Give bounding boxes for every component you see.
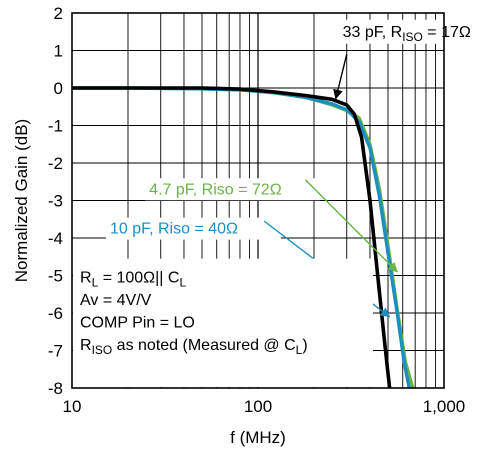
y-tick-label: -4: [48, 229, 63, 248]
conditions-background: [73, 258, 373, 387]
y-tick-label: 1: [54, 42, 63, 61]
annotations: 33 pF, RISO = 17Ω 4.7 pF, Riso = 72Ω 10 pF…: [105, 19, 481, 318]
x-tick-label: 100: [244, 397, 272, 416]
x-tick-label: 10: [63, 397, 82, 416]
series-line: [72, 86, 392, 389]
condition-line: RL = 100Ω|| CL: [80, 270, 186, 290]
y-tick-label: -1: [48, 117, 63, 136]
y-tick-label: -2: [48, 154, 63, 173]
y-tick-label: 2: [54, 4, 63, 23]
series-annotation: 10 pF, Riso = 40Ω: [110, 221, 238, 238]
condition-line: Av = 4V/V: [80, 292, 152, 309]
series-annotation: 33 pF, RISO = 17Ω: [343, 24, 471, 44]
y-tick-label: 0: [54, 79, 63, 98]
y-tick-label: -8: [48, 379, 63, 398]
annotation-arrow: [333, 54, 348, 100]
conditions-box: RL = 100Ω|| CL Av = 4V/V COMP Pin = LO RISO…: [73, 258, 373, 387]
y-tick-label: -6: [48, 304, 63, 323]
x-axis-label: f (MHz): [230, 428, 286, 447]
label-background: [145, 178, 321, 201]
y-axis-label: Normalized Gain (dB): [12, 119, 31, 282]
y-tick-label: -5: [48, 267, 63, 286]
condition-line: RISO as noted (Measured @ CL): [80, 337, 308, 357]
plot-frame: [71, 12, 445, 389]
series-annotation: 4.7 pF, Riso = 72Ω: [149, 181, 282, 198]
condition-line: COMP Pin = LO: [80, 315, 195, 332]
label-background: [336, 19, 481, 44]
label-background: [105, 217, 281, 240]
tick-labels: 210-1-2-3-4-5-6-7-810 100 1,000: [48, 4, 465, 416]
series-layer: [72, 86, 415, 389]
annotation-arrow: [304, 179, 398, 273]
y-tick-label: -3: [48, 192, 63, 211]
x-tick-label: 1,000: [423, 397, 466, 416]
y-tick-label: -7: [48, 342, 63, 361]
